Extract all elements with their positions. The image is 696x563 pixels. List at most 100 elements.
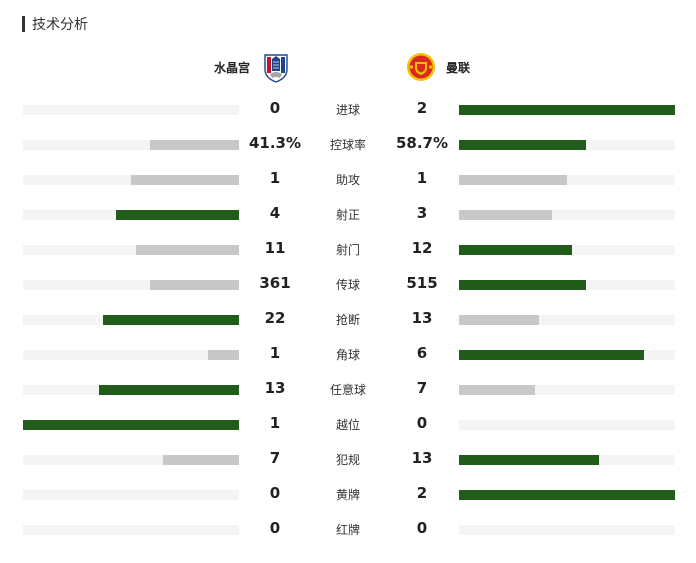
stat-label: 进球 [335, 103, 360, 117]
home-stat-value: 11 [264, 239, 286, 257]
stat-label: 角球 [335, 348, 360, 362]
away-stat-bar [459, 245, 572, 255]
away-stat-value: 515 [406, 274, 438, 292]
home-stat-bar [131, 175, 239, 185]
stat-label: 控球率 [329, 138, 366, 152]
home-bar-track [23, 420, 239, 430]
away-stat-value: 7 [416, 379, 428, 397]
stat-label: 射门 [335, 243, 360, 257]
home-stat-bar [208, 350, 239, 360]
stat-row: 0 红牌 0 [0, 512, 696, 547]
stat-row: 11 射门 12 [0, 232, 696, 267]
stats-chart: 0 进球 2 41.3% 控球率 58.7% 1 助攻 1 4 射正 3 11 射门 12 361 传球 515 2… [0, 92, 696, 547]
home-bar-track [23, 455, 239, 465]
away-stat-value: 0 [416, 414, 428, 432]
stat-label: 任意球 [329, 383, 366, 397]
home-team-name[interactable]: 水晶宫 [213, 61, 250, 75]
home-stat-value: 4 [269, 204, 281, 222]
home-bar-track [23, 175, 239, 185]
home-stat-value: 0 [269, 484, 281, 502]
away-stat-bar [459, 105, 675, 115]
away-bar-track [459, 175, 675, 185]
away-bar-track [459, 350, 675, 360]
away-stat-bar [459, 210, 552, 220]
home-stat-value: 1 [269, 414, 281, 432]
home-stat-bar [115, 210, 239, 220]
away-stat-bar [459, 280, 586, 290]
away-stat-bar [459, 175, 567, 185]
away-stat-bar [459, 140, 586, 150]
stat-row: 361 传球 515 [0, 267, 696, 302]
home-stat-value: 0 [269, 519, 281, 537]
away-stat-bar [459, 385, 535, 395]
home-bar-track [23, 315, 239, 325]
home-stat-value: 22 [264, 309, 286, 327]
home-stat-value: 7 [269, 449, 281, 467]
away-bar-track [459, 105, 675, 115]
stat-label: 黄牌 [335, 488, 360, 502]
away-stat-bar [459, 490, 675, 500]
away-bar-track [459, 420, 675, 430]
away-stat-value: 12 [411, 239, 433, 257]
home-bar-track [23, 490, 239, 500]
home-stat-bar [150, 280, 239, 290]
home-bar-track [23, 385, 239, 395]
stat-row: 0 黄牌 2 [0, 477, 696, 512]
away-bar-track [459, 210, 675, 220]
home-stat-bar [135, 245, 239, 255]
stat-label: 越位 [335, 418, 360, 432]
away-stat-value: 13 [411, 449, 433, 467]
away-stat-bar [459, 315, 540, 325]
stat-row: 1 助攻 1 [0, 162, 696, 197]
stat-label: 传球 [335, 278, 360, 292]
away-bar-track [459, 140, 675, 150]
section-accent-bar [22, 16, 25, 32]
manchester-united-badge-icon[interactable] [406, 52, 436, 82]
stat-row: 7 犯规 13 [0, 442, 696, 477]
away-stat-value: 58.7% [395, 134, 449, 152]
home-stat-bar [103, 315, 239, 325]
home-stat-bar [23, 420, 239, 430]
away-stat-bar [459, 455, 600, 465]
stat-row: 1 越位 0 [0, 407, 696, 442]
home-bar-track [23, 280, 239, 290]
home-stat-value: 41.3% [248, 134, 302, 152]
away-bar-track [459, 280, 675, 290]
home-stat-value: 13 [264, 379, 286, 397]
stat-row: 0 进球 2 [0, 92, 696, 127]
home-bar-track [23, 245, 239, 255]
teams-header: 水晶宫 曼联 [0, 50, 696, 84]
home-bar-track [23, 350, 239, 360]
stat-label: 助攻 [335, 173, 360, 187]
home-stat-bar [163, 455, 239, 465]
away-stat-value: 2 [416, 484, 428, 502]
away-bar-track [459, 455, 675, 465]
stat-label: 犯规 [335, 453, 360, 467]
section-header: 技术分析 [22, 14, 88, 34]
away-stat-value: 3 [416, 204, 428, 222]
away-bar-track [459, 315, 675, 325]
stat-row: 22 抢断 13 [0, 302, 696, 337]
away-team-name[interactable]: 曼联 [446, 61, 471, 75]
away-stat-value: 2 [416, 99, 428, 117]
home-bar-track [23, 105, 239, 115]
stat-label: 红牌 [335, 523, 360, 537]
away-stat-value: 13 [411, 309, 433, 327]
away-stat-bar [459, 350, 645, 360]
home-bar-track [23, 525, 239, 535]
away-stat-value: 1 [416, 169, 428, 187]
home-stat-bar [149, 140, 239, 150]
away-stat-value: 6 [416, 344, 428, 362]
home-stat-bar [98, 385, 239, 395]
home-stat-value: 1 [269, 169, 281, 187]
away-bar-track [459, 525, 675, 535]
home-stat-value: 0 [269, 99, 281, 117]
home-bar-track [23, 140, 239, 150]
away-stat-value: 0 [416, 519, 428, 537]
home-bar-track [23, 210, 239, 220]
stat-row: 1 角球 6 [0, 337, 696, 372]
stat-label: 抢断 [335, 313, 360, 327]
away-bar-track [459, 245, 675, 255]
crystal-palace-badge-icon[interactable] [262, 51, 290, 83]
section-title: 技术分析 [32, 17, 88, 33]
